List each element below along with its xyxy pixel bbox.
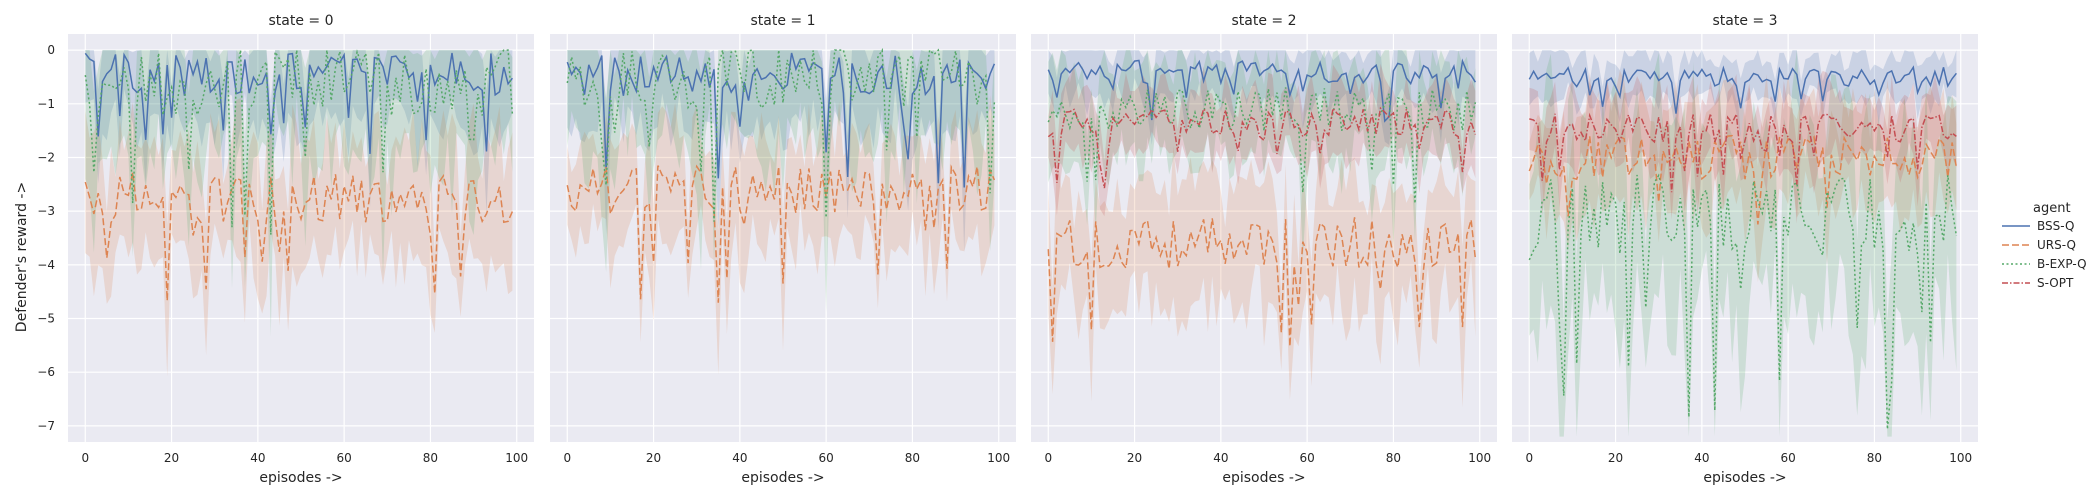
- x-tick-label: 100: [1468, 451, 1491, 465]
- x-tick-label: 20: [646, 451, 661, 465]
- x-axis-label: episodes ->: [741, 470, 824, 486]
- confidence-band-urs-q: [85, 98, 513, 377]
- x-tick-label: 80: [1386, 451, 1401, 465]
- x-tick-label: 40: [1694, 451, 1709, 465]
- series-line-urs-q: [1528, 134, 1958, 225]
- panel-title: state = 1: [750, 13, 815, 29]
- panels-layer: state = 0 0 20 40 60 80 100 0 −1 −2 −3 −4 −5 −6 −7 epis…: [37, 13, 1978, 486]
- x-tick-label: 80: [423, 451, 438, 465]
- confidence-band-b-exp-q: [567, 50, 995, 312]
- x-tick-label: 0: [563, 451, 571, 465]
- confidence-band-bss-q: [85, 50, 513, 213]
- y-tick-label: −2: [37, 150, 55, 164]
- y-tick-label: −6: [37, 365, 55, 379]
- x-tick-label: 80: [1867, 451, 1882, 465]
- y-tick-label: 0: [47, 43, 55, 57]
- y-tick-label: −1: [37, 97, 55, 111]
- panel-2: state = 2 0 20 40 60 80 100 episodes ->: [1031, 13, 1497, 486]
- x-tick-label: 60: [1300, 451, 1315, 465]
- plot-background: [1512, 34, 1978, 442]
- confidence-band-b-exp-q: [85, 50, 513, 337]
- confidence-band-b-exp-q: [1529, 50, 1957, 437]
- x-tick-label: 100: [1949, 451, 1972, 465]
- x-tick-label: 0: [1044, 451, 1052, 465]
- series-line-bss-q: [566, 52, 996, 188]
- legend-label-bss-q: BSS-Q: [2037, 219, 2074, 233]
- x-tick-label: 0: [1525, 451, 1533, 465]
- series-line-s-opt: [1047, 106, 1477, 189]
- y-tick-label: −3: [37, 204, 55, 218]
- confidence-band-urs-q: [1529, 70, 1957, 283]
- series-line-urs-q: [566, 164, 996, 303]
- x-tick-label: 40: [732, 451, 747, 465]
- series-line-s-opt: [1529, 111, 1957, 193]
- x-tick-label: 20: [164, 451, 179, 465]
- x-tick-label: 60: [1781, 451, 1796, 465]
- x-axis-label: episodes ->: [1703, 470, 1786, 486]
- series-line-bss-q: [84, 52, 513, 154]
- confidence-band-urs-q: [567, 95, 995, 375]
- x-tick-label: 80: [905, 451, 920, 465]
- series-line-bss-q: [1528, 65, 1957, 114]
- confidence-band-s-opt: [1529, 70, 1957, 224]
- y-tick-label: −4: [37, 258, 55, 272]
- x-tick-label: 100: [987, 451, 1010, 465]
- confidence-band-bss-q: [567, 50, 995, 253]
- y-tick-label: −5: [37, 312, 55, 326]
- panel-title: state = 0: [268, 13, 333, 29]
- x-tick-label: 20: [1608, 451, 1623, 465]
- legend-label-b-exp-q: B-EXP-Q: [2037, 257, 2087, 271]
- confidence-band-urs-q: [1048, 144, 1476, 408]
- panel-3: state = 3 0 20 40 60 80 100 episodes ->: [1512, 13, 1978, 486]
- legend-label-s-opt: S-OPT: [2037, 276, 2074, 290]
- x-axis-label: episodes ->: [259, 470, 342, 486]
- x-tick-label: 100: [505, 451, 528, 465]
- confidence-band-b-exp-q: [1048, 50, 1476, 259]
- x-tick-label: 0: [81, 451, 89, 465]
- panel-title: state = 3: [1712, 13, 1777, 29]
- x-tick-label: 40: [250, 451, 265, 465]
- series-line-urs-q: [84, 172, 514, 301]
- panel-title: state = 2: [1231, 13, 1296, 29]
- legend-title: agent: [2033, 201, 2071, 216]
- series-line-b-exp-q: [1047, 87, 1477, 204]
- y-axis-label: Defender's reward ->: [14, 182, 30, 332]
- series-line-bss-q: [1047, 58, 1477, 123]
- panel-0: state = 0 0 20 40 60 80 100 0 −1 −2 −3 −4 −5 −6 −7 epis…: [37, 13, 534, 486]
- x-tick-label: 60: [337, 451, 352, 465]
- legend-label-urs-q: URS-Q: [2037, 238, 2076, 252]
- y-tick-label: −7: [37, 419, 55, 433]
- panel-1: state = 1 0 20 40 60 80 100 episodes ->: [550, 13, 1016, 486]
- x-axis-label: episodes ->: [1222, 470, 1305, 486]
- series-line-b-exp-q: [566, 47, 996, 222]
- plot-background: [68, 34, 534, 442]
- x-tick-label: 40: [1213, 451, 1228, 465]
- x-tick-label: 60: [819, 451, 834, 465]
- series-line-b-exp-q: [84, 49, 514, 235]
- series-line-urs-q: [1047, 217, 1477, 347]
- legend: agent BSS-Q URS-Q B-EXP-Q S-OPT: [2002, 201, 2087, 290]
- x-tick-label: 20: [1127, 451, 1142, 465]
